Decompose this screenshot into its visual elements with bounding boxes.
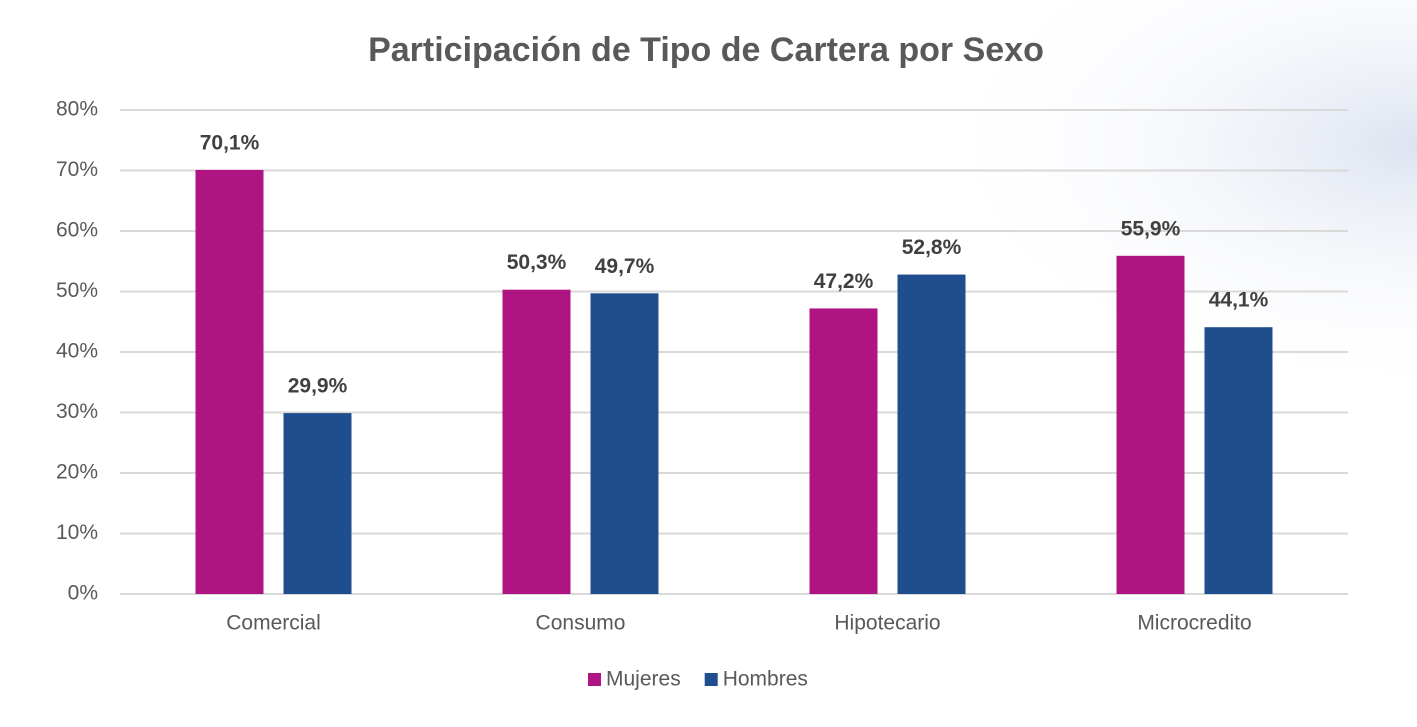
value-label: 52,8% <box>902 236 962 259</box>
value-label: 70,1% <box>200 131 260 154</box>
value-label: 29,9% <box>288 375 348 398</box>
x-tick-label: Comercial <box>226 612 321 635</box>
y-tick-label: 50% <box>56 279 98 302</box>
chart-title: Participación de Tipo de Cartera por Sex… <box>368 31 1044 69</box>
bar <box>195 169 264 594</box>
bar <box>1204 327 1273 594</box>
bar <box>1116 255 1185 594</box>
value-label: 47,2% <box>814 270 874 293</box>
y-tick-label: 0% <box>68 582 98 605</box>
y-tick-label: 40% <box>56 340 98 363</box>
legend-swatch <box>588 673 601 686</box>
bar <box>283 413 352 594</box>
y-tick-label: 60% <box>56 219 98 242</box>
y-tick-label: 10% <box>56 521 98 544</box>
y-tick-label: 70% <box>56 158 98 181</box>
x-tick-label: Hipotecario <box>834 612 940 635</box>
bar <box>590 293 659 594</box>
value-label: 50,3% <box>507 251 567 274</box>
x-tick-label: Consumo <box>536 612 626 635</box>
value-label: 49,7% <box>595 255 655 278</box>
y-tick-label: 80% <box>56 98 98 121</box>
value-label: 44,1% <box>1209 289 1269 312</box>
bar <box>502 289 571 594</box>
bar <box>809 308 878 594</box>
legend-label: Hombres <box>723 668 808 691</box>
legend-label: Mujeres <box>606 668 681 691</box>
x-tick-label: Microcredito <box>1137 612 1251 635</box>
value-label: 55,9% <box>1121 217 1181 240</box>
legend-swatch <box>704 673 718 686</box>
y-tick-label: 20% <box>56 461 98 484</box>
bar <box>897 274 966 594</box>
y-tick-label: 30% <box>56 400 98 423</box>
